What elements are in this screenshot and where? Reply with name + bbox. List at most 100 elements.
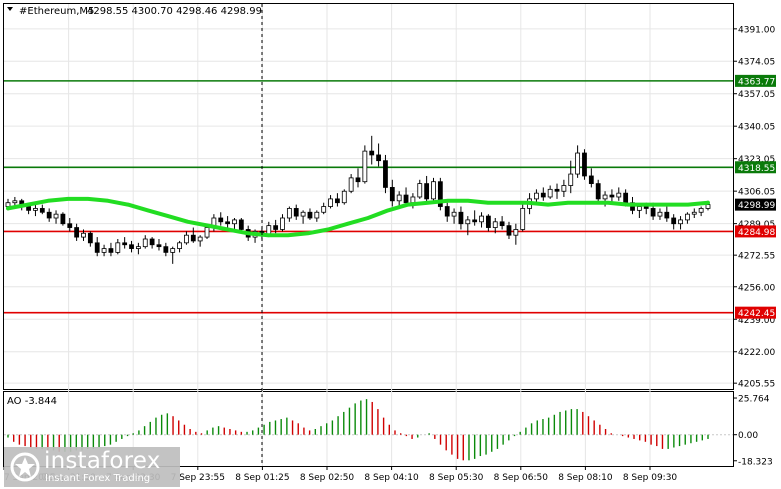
candle-body: [458, 211, 464, 225]
price-tick-label: 4239.00: [738, 316, 775, 326]
candle-body: [520, 208, 526, 230]
candle-body: [94, 242, 100, 253]
candle-body: [135, 246, 141, 249]
candle-body: [60, 213, 66, 225]
level-price-tag: [735, 306, 776, 319]
candle-body: [657, 211, 663, 217]
candle-body: [623, 192, 629, 204]
candle-body: [156, 244, 162, 248]
candle-body: [218, 217, 224, 223]
price-tick-label: 4323.05: [738, 155, 775, 165]
candle-body: [444, 206, 450, 217]
candle-body: [184, 234, 189, 244]
price-tick-label: 4205.55: [738, 380, 775, 390]
candle-body: [609, 194, 615, 198]
watermark-tagline: Instant Forex Trading: [45, 473, 151, 484]
candle-body: [348, 177, 354, 192]
candle-body: [115, 242, 121, 253]
price-tick-label: 4391.00: [738, 25, 775, 35]
candle-body: [12, 200, 18, 204]
candle-body: [204, 227, 210, 238]
candle-body: [616, 192, 622, 198]
candle-body: [335, 198, 340, 204]
candle-body: [636, 206, 642, 211]
candle-body: [643, 206, 649, 209]
candle-body: [698, 208, 704, 213]
candle-body: [87, 232, 93, 244]
candle-body: [314, 211, 320, 219]
candle-body: [293, 208, 299, 217]
candle-body: [46, 211, 52, 219]
candle-body: [307, 211, 313, 219]
candle-body: [451, 211, 457, 217]
candle-body: [513, 229, 519, 236]
candle-body: [53, 213, 59, 219]
candle-body: [238, 219, 244, 230]
price-tick-label: 4256.00: [738, 283, 775, 293]
level-price-label: 4284.98: [738, 228, 775, 238]
candle-body: [465, 219, 471, 225]
time-tick-label: 8 Sep 04:10: [364, 473, 419, 483]
candle-body: [492, 221, 498, 228]
current-price-label: 4298.99: [738, 201, 775, 211]
level-price-tag: [735, 225, 776, 238]
candle-body: [122, 242, 128, 246]
candle-body: [485, 215, 491, 228]
candle-body: [129, 244, 134, 249]
candle-body: [403, 194, 409, 204]
candle-body: [671, 217, 677, 225]
level-price-label: 4363.77: [738, 77, 775, 87]
candle-body: [321, 206, 327, 213]
candle-body: [362, 150, 368, 183]
time-tick-label: 8 Sep 09:30: [623, 473, 678, 483]
time-tick-label: 8 Sep 08:10: [558, 473, 613, 483]
candle-body: [355, 177, 361, 183]
candle-body: [280, 217, 285, 230]
candle-body: [149, 238, 155, 246]
moving-average-line: [6, 196, 710, 238]
candle-body: [328, 198, 333, 207]
candle-body: [67, 223, 73, 228]
candle-body: [74, 227, 80, 238]
candle-body: [300, 211, 306, 217]
ohlc-readout: 4298.55 4300.70 4298.46 4298.99: [87, 6, 262, 17]
price-tick-label: 4289.05: [738, 220, 775, 230]
candle-body: [568, 173, 574, 186]
candle-body: [177, 242, 182, 249]
price-tick-label: 4222.00: [738, 348, 775, 358]
candle-body: [575, 152, 581, 175]
candle-body: [396, 194, 402, 202]
candle-body: [383, 160, 388, 188]
candle-body: [101, 248, 107, 253]
level-price-label: 4242.45: [738, 309, 775, 319]
candle-body: [588, 175, 594, 185]
main-pane-frame: [3, 3, 734, 390]
candle-body: [108, 248, 114, 253]
candle-body: [499, 221, 505, 227]
time-tick-label: 8 Sep 06:50: [494, 473, 549, 483]
time-tick-label: 7 Sep 23:55: [171, 473, 225, 483]
price-tick-label: 4357.05: [738, 90, 775, 100]
instaforex-logo-icon: [10, 452, 40, 482]
symbol-dropdown-icon[interactable]: [7, 7, 13, 11]
price-tick-label: 4272.55: [738, 252, 775, 262]
candle-body: [424, 183, 430, 200]
candle-body: [389, 187, 395, 202]
time-tick-label: 8 Sep 02:50: [300, 473, 355, 483]
candle-body: [691, 211, 697, 215]
candle-body: [437, 181, 443, 207]
ao-pane-frame: [3, 391, 734, 467]
price-tick-label: 4306.05: [738, 188, 775, 198]
candle-body: [5, 202, 11, 207]
level-price-tag: [735, 161, 776, 174]
candle-body: [232, 219, 237, 225]
candle-body: [190, 234, 196, 242]
candle-body: [540, 192, 546, 198]
candle-body: [595, 183, 601, 200]
candle-body: [582, 152, 587, 177]
candle-body: [705, 204, 711, 209]
candle-body: [376, 154, 381, 162]
candle-body: [561, 185, 567, 192]
price-tick-label: 4340.05: [738, 123, 775, 133]
